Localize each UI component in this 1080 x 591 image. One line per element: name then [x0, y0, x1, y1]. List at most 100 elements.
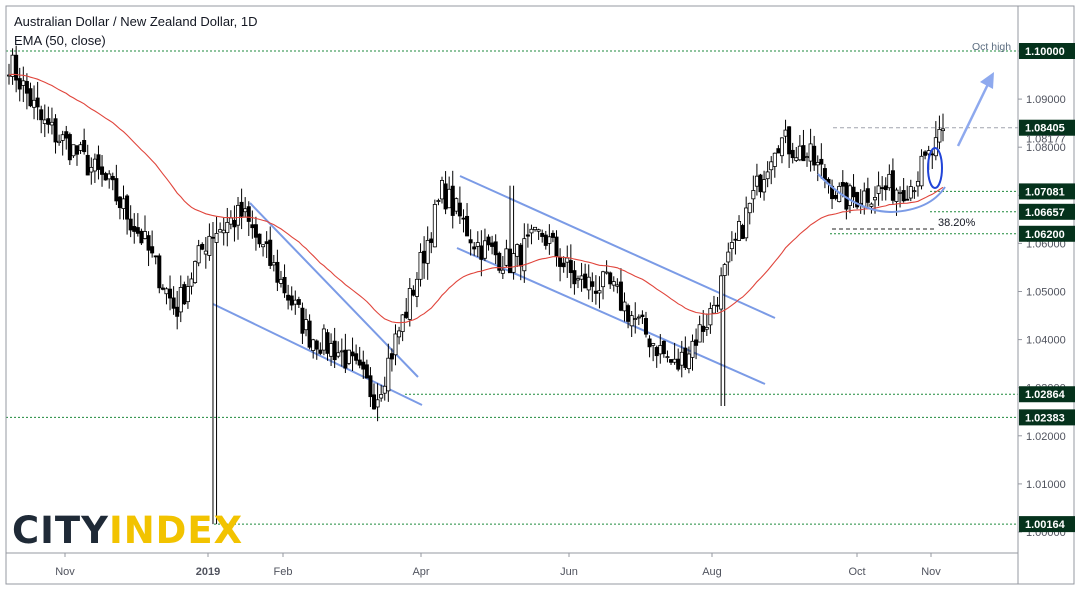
candle-body — [10, 54, 15, 77]
highlight-ellipse — [927, 147, 943, 189]
candle-body — [586, 276, 591, 291]
candle-body — [447, 188, 452, 209]
candle-body — [74, 145, 79, 155]
candle-body — [17, 78, 22, 90]
candle-body — [915, 180, 920, 187]
time-tick-label: Feb — [274, 566, 293, 578]
candle-body — [325, 332, 330, 354]
candle-body — [457, 202, 462, 217]
candle-body — [379, 394, 384, 399]
candle-body — [300, 307, 305, 334]
candle-body — [855, 192, 860, 208]
candle-body — [465, 215, 470, 237]
candle-body — [425, 239, 430, 264]
candle-body — [615, 284, 620, 287]
candle-body — [461, 217, 466, 220]
oct-high-annotation: Oct high — [972, 41, 1011, 53]
candle-body — [590, 281, 595, 287]
candle-body — [543, 234, 548, 246]
candle-body — [85, 154, 90, 176]
candle-body — [282, 276, 287, 294]
candle-body — [142, 231, 147, 239]
candle-body — [873, 197, 878, 201]
chart-frame — [5, 5, 1075, 585]
candle-body — [618, 281, 623, 311]
candle-body — [898, 192, 903, 194]
candle-body — [500, 269, 505, 274]
candle-body — [751, 190, 756, 200]
candle-body — [840, 182, 845, 187]
candle-body — [493, 241, 498, 256]
candle-body — [175, 306, 180, 317]
candle-body — [486, 236, 491, 246]
candle-body — [135, 227, 140, 234]
candle-body — [890, 170, 895, 201]
candle-body — [518, 244, 523, 267]
candle-body — [851, 186, 856, 198]
candle-body — [923, 151, 928, 156]
candle-body — [722, 264, 727, 276]
candle-body — [626, 305, 631, 322]
time-tick-label: Apr — [412, 566, 429, 578]
candle-body — [14, 54, 19, 81]
candle-body — [797, 145, 802, 161]
candle-body — [318, 349, 323, 354]
candle-body — [304, 319, 309, 331]
candle-body — [937, 128, 942, 143]
candle-body — [654, 347, 659, 357]
candle-body — [114, 178, 119, 202]
candle-body — [919, 155, 924, 187]
candle-body — [575, 278, 580, 281]
candle-body — [24, 81, 29, 94]
candle-body — [400, 314, 405, 332]
price-label-text: 1.07081 — [1025, 186, 1065, 198]
candle-body — [801, 145, 806, 162]
candle-body — [268, 239, 273, 266]
candle-body — [39, 109, 44, 121]
ema-line — [8, 73, 944, 324]
candle-body — [164, 288, 169, 295]
candle-body — [185, 286, 190, 303]
price-label-text: 1.06200 — [1025, 229, 1065, 241]
candle-body — [769, 161, 774, 171]
candle-body — [171, 297, 176, 309]
candle-body — [636, 316, 641, 319]
candle-body — [210, 236, 215, 239]
candle-body — [278, 278, 283, 284]
candle-body — [332, 340, 337, 361]
price-tick-label: 1.02000 — [1026, 431, 1066, 443]
candle-body — [264, 241, 269, 245]
candle-body — [604, 271, 609, 274]
candle-body — [354, 353, 359, 361]
candle-body — [686, 353, 691, 370]
city-index-logo: CITYINDEX — [12, 509, 244, 552]
candle-body — [239, 201, 244, 217]
candle-body — [815, 162, 820, 166]
candle-body — [393, 333, 398, 356]
candle-body — [504, 248, 509, 266]
candle-body — [103, 173, 108, 181]
candle-body — [887, 173, 892, 189]
candle-body — [754, 175, 759, 187]
candle-body — [790, 149, 795, 159]
candle-body — [812, 145, 817, 166]
candle-body — [772, 152, 777, 167]
time-tick-label: Nov — [55, 566, 75, 578]
candle-body — [733, 238, 738, 241]
candle-body — [157, 255, 162, 289]
candle-body — [350, 351, 355, 357]
price-label-box — [1019, 203, 1075, 220]
candle-body — [933, 137, 938, 157]
candle-body — [690, 340, 695, 358]
candle-body — [46, 118, 51, 125]
candle-body — [121, 198, 126, 209]
candle-body — [525, 234, 530, 237]
candle-body — [715, 304, 720, 307]
candle-body — [547, 236, 552, 244]
candle-body — [67, 134, 72, 161]
candle-body — [289, 295, 294, 306]
candle-body — [53, 118, 58, 143]
candle-body — [711, 304, 716, 314]
candle-body — [565, 257, 570, 263]
